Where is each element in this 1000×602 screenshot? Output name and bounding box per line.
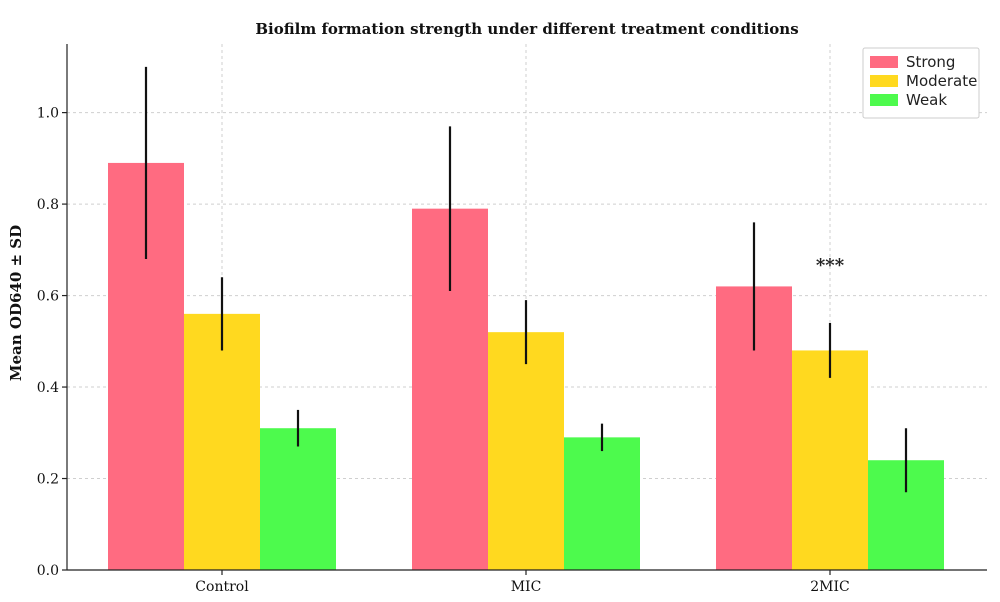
- bar-weak-control: [260, 428, 336, 570]
- bars: [108, 162, 944, 570]
- legend-swatch-strong: [870, 56, 898, 68]
- y-tick-label: 0.8: [37, 197, 59, 213]
- legend-swatch-moderate: [870, 75, 898, 87]
- y-tick-label: 0.4: [37, 380, 59, 396]
- bar-moderate-2mic: [792, 350, 868, 570]
- x-tick-label: 2MIC: [810, 579, 849, 595]
- y-tick-label: 0.0: [37, 563, 59, 579]
- error-bars: [144, 66, 908, 493]
- tick-labels: 0.0 0.2 0.4 0.6 0.8 1.0 Control MIC 2MIC: [37, 106, 850, 595]
- y-tick-label: 0.2: [37, 472, 59, 488]
- axes: [62, 44, 987, 575]
- annotations: ***: [816, 255, 845, 276]
- y-tick-label: 0.6: [37, 289, 59, 305]
- significance-annotation: ***: [816, 255, 845, 276]
- bar-moderate-control: [184, 313, 260, 570]
- y-tick-label: 1.0: [37, 106, 59, 122]
- x-tick-label: Control: [195, 579, 249, 595]
- legend-swatch-weak: [870, 94, 898, 106]
- bar-moderate-mic: [488, 332, 564, 570]
- chart-title: Biofilm formation strength under differe…: [255, 20, 798, 38]
- legend-label-moderate: Moderate: [906, 72, 977, 90]
- x-tick-label: MIC: [511, 579, 542, 595]
- legend-label-weak: Weak: [906, 91, 947, 109]
- bar-weak-mic: [564, 437, 640, 570]
- legend-label-strong: Strong: [906, 53, 955, 71]
- y-axis-label: Mean OD640 ± SD: [7, 225, 25, 381]
